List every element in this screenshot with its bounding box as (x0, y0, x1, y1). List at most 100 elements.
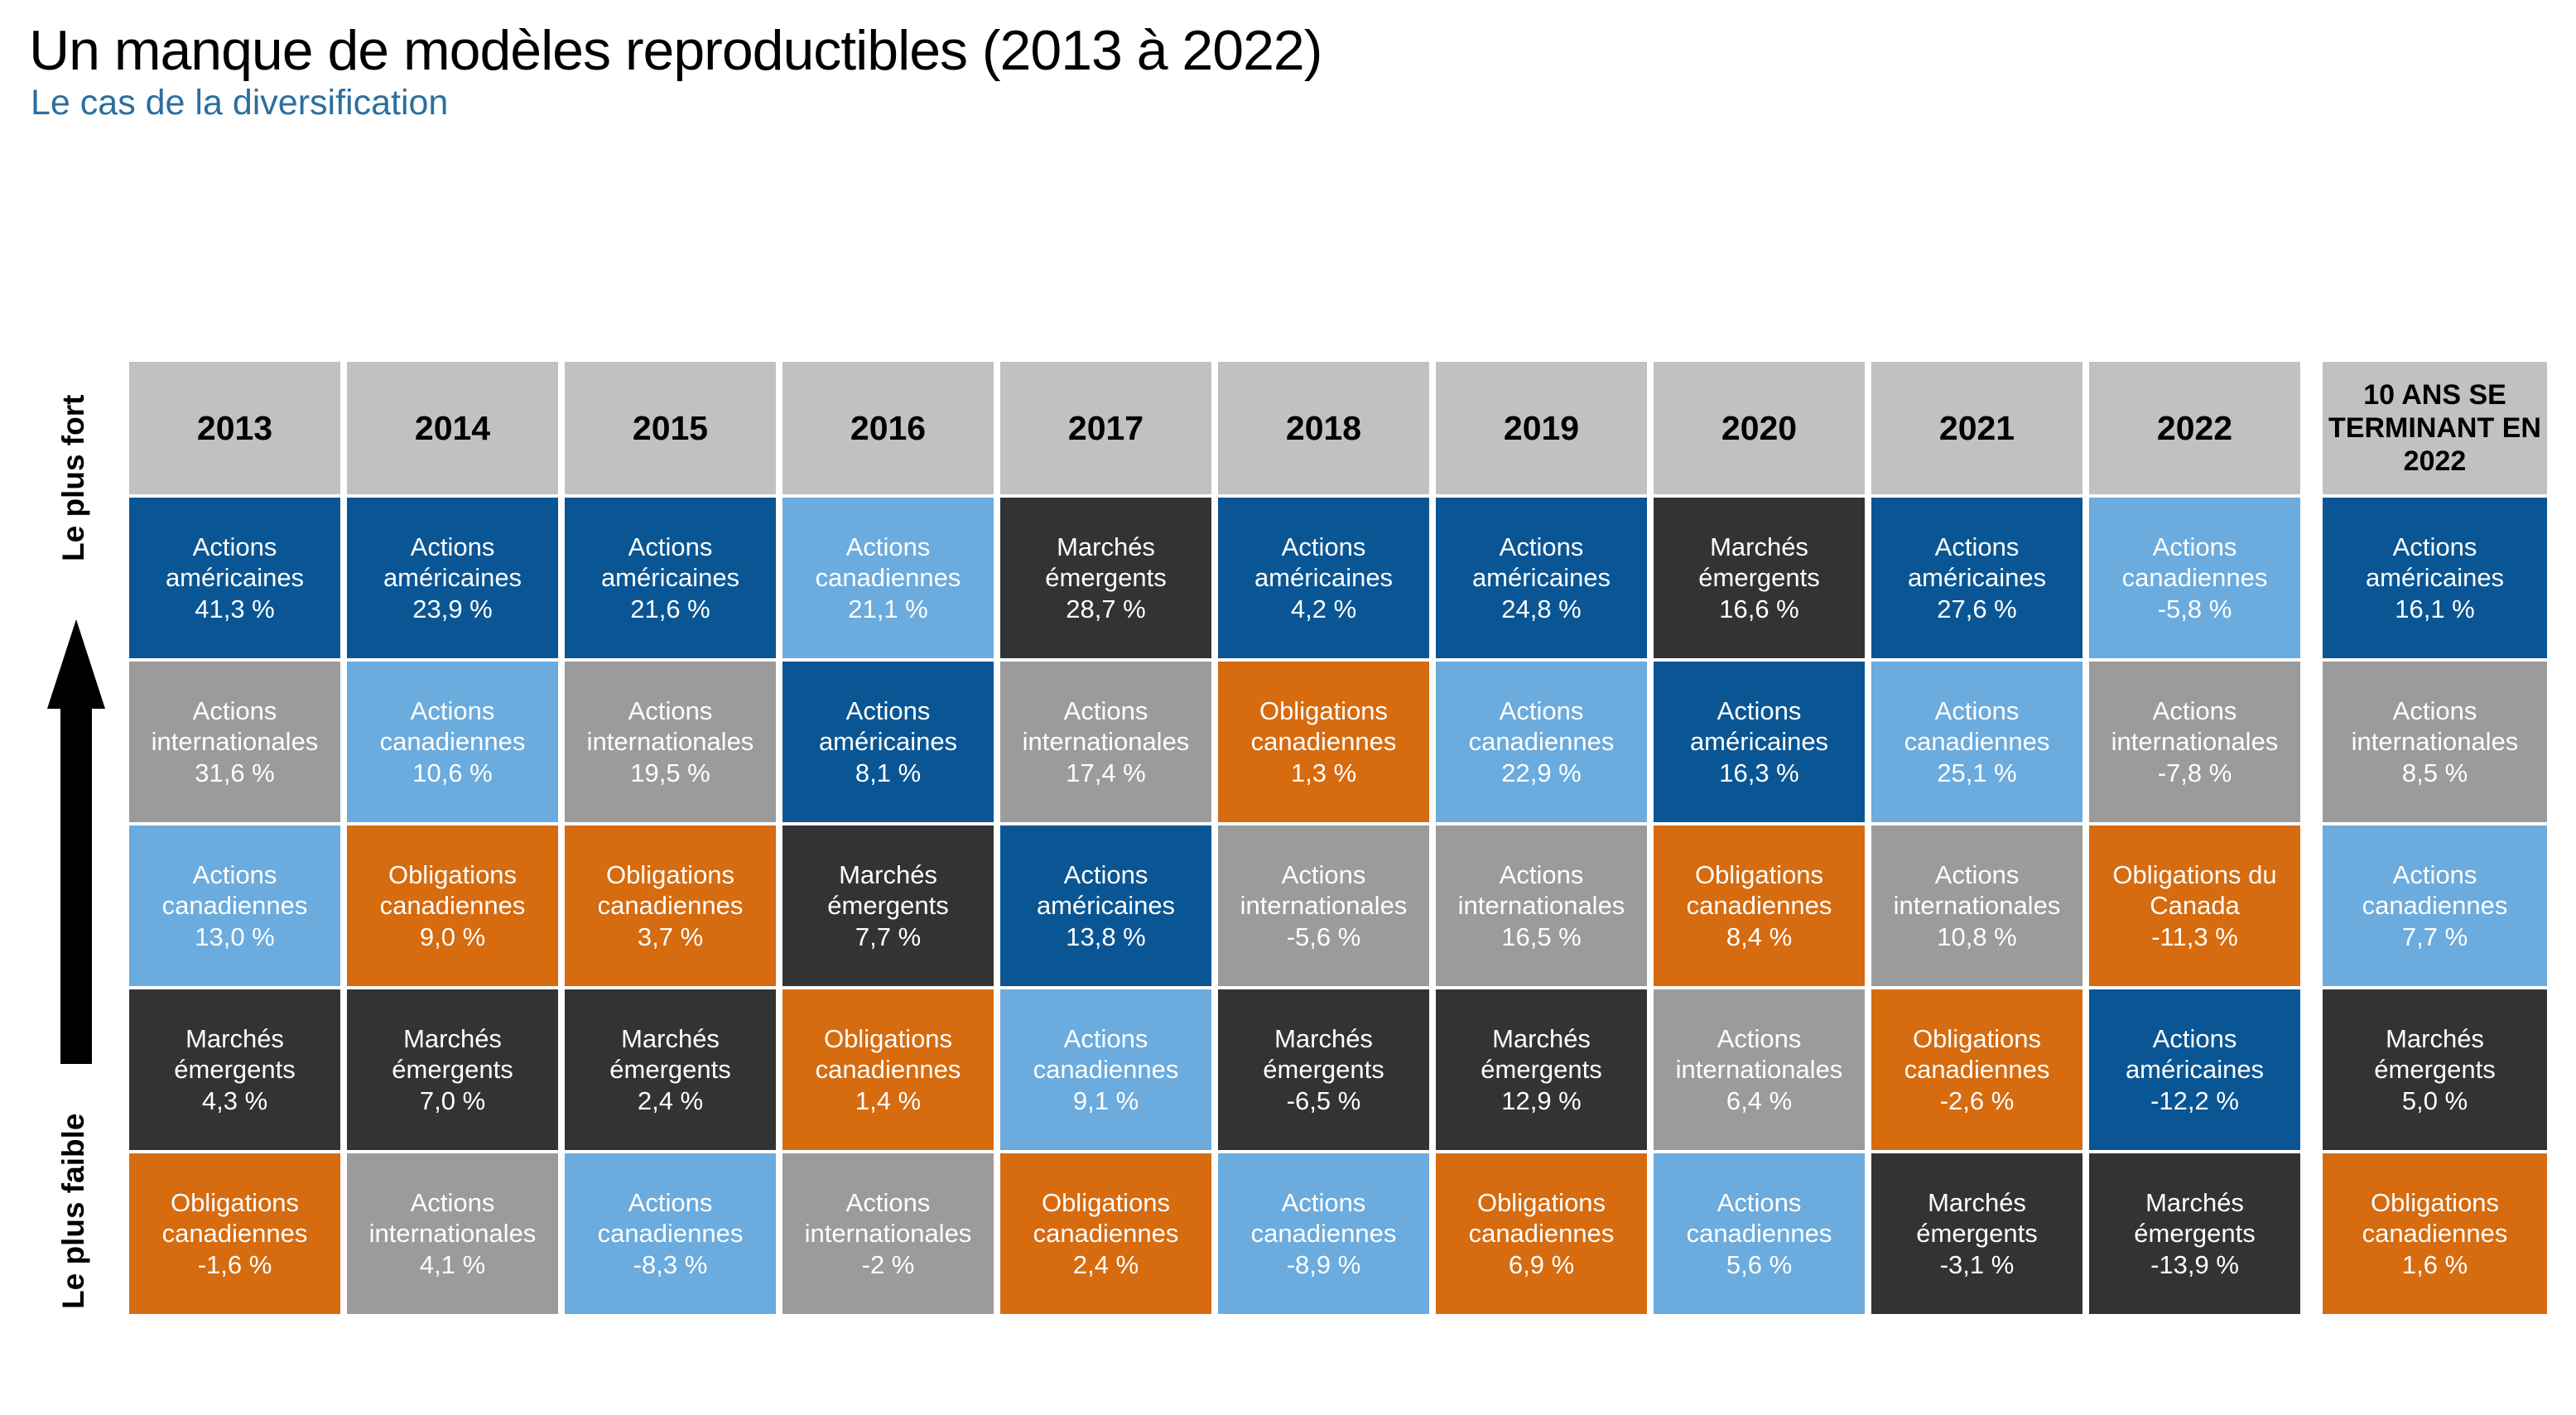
return-cell-international_equity: Actions internationales -5,6 % (1218, 825, 1429, 986)
asset-name: Actions internationales (368, 1188, 537, 1249)
return-cell-us_equity: Actions américaines 27,6 % (1871, 498, 2082, 658)
asset-return-value: 9,0 % (419, 922, 486, 951)
asset-name: Actions canadiennes (1686, 1188, 1832, 1249)
return-cell-canadian_bonds: Obligations canadiennes -2,6 % (1871, 989, 2082, 1150)
asset-return-value: 13,0 % (195, 922, 275, 951)
column-header: 10 ANS SE TERMINANT EN 2022 (2323, 362, 2547, 494)
asset-name: Actions canadiennes (1033, 1024, 1179, 1085)
asset-name: Marchés émergents (2374, 1024, 2496, 1085)
return-cell-us_equity: Actions américaines 23,9 % (347, 498, 558, 658)
return-cell-emerging_markets: Marchés émergents 12,9 % (1436, 989, 1647, 1150)
column-header: 2021 (1871, 362, 2082, 494)
return-cell-canadian_equity: Actions canadiennes 13,0 % (129, 825, 340, 986)
asset-name: Marchés émergents (2134, 1188, 2256, 1249)
return-cell-emerging_markets: Marchés émergents 28,7 % (1000, 498, 1211, 658)
return-cell-us_equity: Actions américaines 21,6 % (565, 498, 776, 658)
year-column-2022: 2022 Actions canadiennes -5,8 % Actions int… (2089, 362, 2300, 1314)
asset-name: Actions internationales (1893, 860, 2061, 921)
asset-returns-table: 2013 Actions américaines 41,3 % Actions int… (129, 362, 2547, 1314)
column-header: 2017 (1000, 362, 1211, 494)
return-cell-international_equity: Actions internationales 6,4 % (1654, 989, 1865, 1150)
asset-name: Marchés émergents (1045, 532, 1167, 593)
asset-return-value: 21,6 % (630, 594, 710, 623)
asset-return-value: 6,4 % (1726, 1085, 1793, 1115)
asset-return-value: 1,6 % (2401, 1249, 2468, 1279)
asset-return-value: -8,3 % (633, 1249, 708, 1279)
asset-name: Actions internationales (1240, 860, 1408, 921)
asset-return-value: 9,1 % (1072, 1085, 1139, 1115)
column-header: 2013 (129, 362, 340, 494)
return-cell-canadian_bonds: Obligations canadiennes 3,7 % (565, 825, 776, 986)
asset-name: Actions internationales (151, 696, 319, 757)
asset-name: Actions canadiennes (379, 696, 526, 757)
asset-return-value: 4,3 % (201, 1085, 268, 1115)
return-cell-canadian_bonds: Obligations canadiennes 1,4 % (782, 989, 994, 1150)
asset-return-value: 7,7 % (855, 922, 922, 951)
return-cell-canadian_bonds: Obligations canadiennes 8,4 % (1654, 825, 1865, 986)
return-cell-canadian_bonds: Obligations canadiennes 9,0 % (347, 825, 558, 986)
return-cell-canadian_equity: Actions canadiennes 22,9 % (1436, 662, 1647, 822)
asset-name: Actions américaines (383, 532, 522, 593)
column-header: 2019 (1436, 362, 1647, 494)
asset-name: Marchés émergents (1916, 1188, 2038, 1249)
asset-return-value: 21,1 % (848, 594, 928, 623)
asset-return-value: 5,0 % (2401, 1085, 2468, 1115)
asset-name: Actions internationales (804, 1188, 972, 1249)
return-cell-us_equity: Actions américaines 16,1 % (2323, 498, 2547, 658)
asset-return-value: -11,3 % (2151, 922, 2238, 951)
asset-name: Obligations canadiennes (379, 860, 526, 921)
return-cell-emerging_markets: Marchés émergents -13,9 % (2089, 1153, 2300, 1314)
asset-return-value: 4,1 % (419, 1249, 486, 1279)
asset-name: Actions américaines (818, 696, 958, 757)
return-cell-us_equity: Actions américaines 41,3 % (129, 498, 340, 658)
year-column-2013: 2013 Actions américaines 41,3 % Actions int… (129, 362, 340, 1314)
arrow-shaft (60, 709, 92, 1064)
asset-return-value: -2 % (861, 1249, 915, 1279)
return-cell-emerging_markets: Marchés émergents 7,0 % (347, 989, 558, 1150)
asset-name: Obligations canadiennes (161, 1188, 308, 1249)
asset-name: Actions internationales (1022, 696, 1190, 757)
column-header: 2018 (1218, 362, 1429, 494)
year-column-2015: 2015 Actions américaines 21,6 % Actions int… (565, 362, 776, 1314)
return-cell-international_equity: Actions internationales 4,1 % (347, 1153, 558, 1314)
asset-name: Actions américaines (165, 532, 305, 593)
return-cell-international_equity: Actions internationales 8,5 % (2323, 662, 2547, 822)
asset-name: Actions internationales (1675, 1024, 1843, 1085)
asset-return-value: -13,9 % (2150, 1249, 2239, 1279)
year-column-2021: 2021 Actions américaines 27,6 % Actions can… (1871, 362, 2082, 1314)
asset-return-value: -7,8 % (2157, 758, 2232, 787)
year-column-2018: 2018 Actions américaines 4,2 % Obligations … (1218, 362, 1429, 1314)
asset-name: Obligations canadiennes (1904, 1024, 2050, 1085)
up-arrow-icon (47, 619, 105, 1064)
asset-name: Actions internationales (586, 696, 754, 757)
return-cell-canadian_bonds: Obligations canadiennes 2,4 % (1000, 1153, 1211, 1314)
asset-return-value: -12,2 % (2150, 1085, 2239, 1115)
asset-return-value: 8,4 % (1726, 922, 1793, 951)
asset-name: Marchés émergents (1698, 532, 1820, 593)
asset-name: Obligations canadiennes (815, 1024, 961, 1085)
asset-name: Marchés émergents (609, 1024, 731, 1085)
return-cell-emerging_markets: Marchés émergents 2,4 % (565, 989, 776, 1150)
return-cell-canadian_equity: Actions canadiennes 10,6 % (347, 662, 558, 822)
return-cell-us_equity: Actions américaines -12,2 % (2089, 989, 2300, 1150)
return-cell-us_equity: Actions américaines 8,1 % (782, 662, 994, 822)
asset-return-value: 7,7 % (2401, 922, 2468, 951)
asset-return-value: 3,7 % (637, 922, 704, 951)
asset-return-value: 10,8 % (1937, 922, 2017, 951)
asset-return-value: 24,8 % (1501, 594, 1582, 623)
asset-return-value: 8,5 % (2401, 758, 2468, 787)
asset-name: Actions canadiennes (161, 860, 308, 921)
asset-return-value: 5,6 % (1726, 1249, 1793, 1279)
return-cell-canadian_bonds: Obligations canadiennes 6,9 % (1436, 1153, 1647, 1314)
return-cell-emerging_markets: Marchés émergents 4,3 % (129, 989, 340, 1150)
asset-return-value: 17,4 % (1066, 758, 1146, 787)
page-subtitle: Le cas de la diversification (31, 83, 449, 123)
asset-name: Actions américaines (1907, 532, 2047, 593)
year-column-2019: 2019 Actions américaines 24,8 % Actions can… (1436, 362, 1647, 1314)
asset-return-value: 13,8 % (1066, 922, 1146, 951)
asset-name: Actions internationales (2351, 696, 2519, 757)
asset-return-value: 7,0 % (419, 1085, 486, 1115)
return-cell-international_equity: Actions internationales -7,8 % (2089, 662, 2300, 822)
return-cell-canadian_bonds: Obligations canadiennes 1,6 % (2323, 1153, 2547, 1314)
